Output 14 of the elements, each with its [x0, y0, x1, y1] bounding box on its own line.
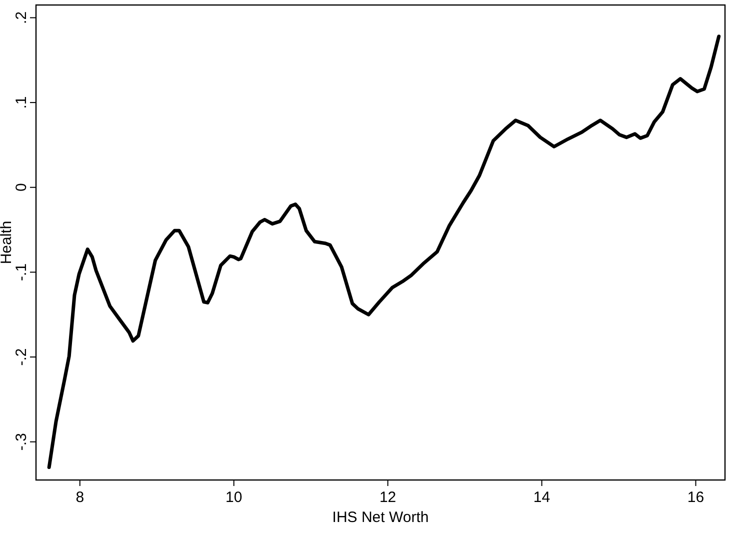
y-tick-label: -.3 [13, 433, 30, 451]
x-tick-label: 14 [533, 489, 550, 506]
y-tick-label: .1 [13, 96, 30, 109]
x-tick-label: 16 [687, 489, 704, 506]
y-tick-label: .2 [13, 11, 30, 24]
y-tick-label: -.2 [13, 348, 30, 366]
x-tick-label: 12 [379, 489, 396, 506]
x-tick-label: 8 [76, 489, 84, 506]
line-series [47, 34, 721, 470]
y-tick-label: -.1 [13, 263, 30, 281]
y-tick-label: 0 [13, 183, 30, 192]
y-axis-title: Health [0, 220, 15, 264]
x-axis-title: IHS Net Worth [332, 509, 429, 526]
x-tick-label: 10 [226, 489, 242, 506]
